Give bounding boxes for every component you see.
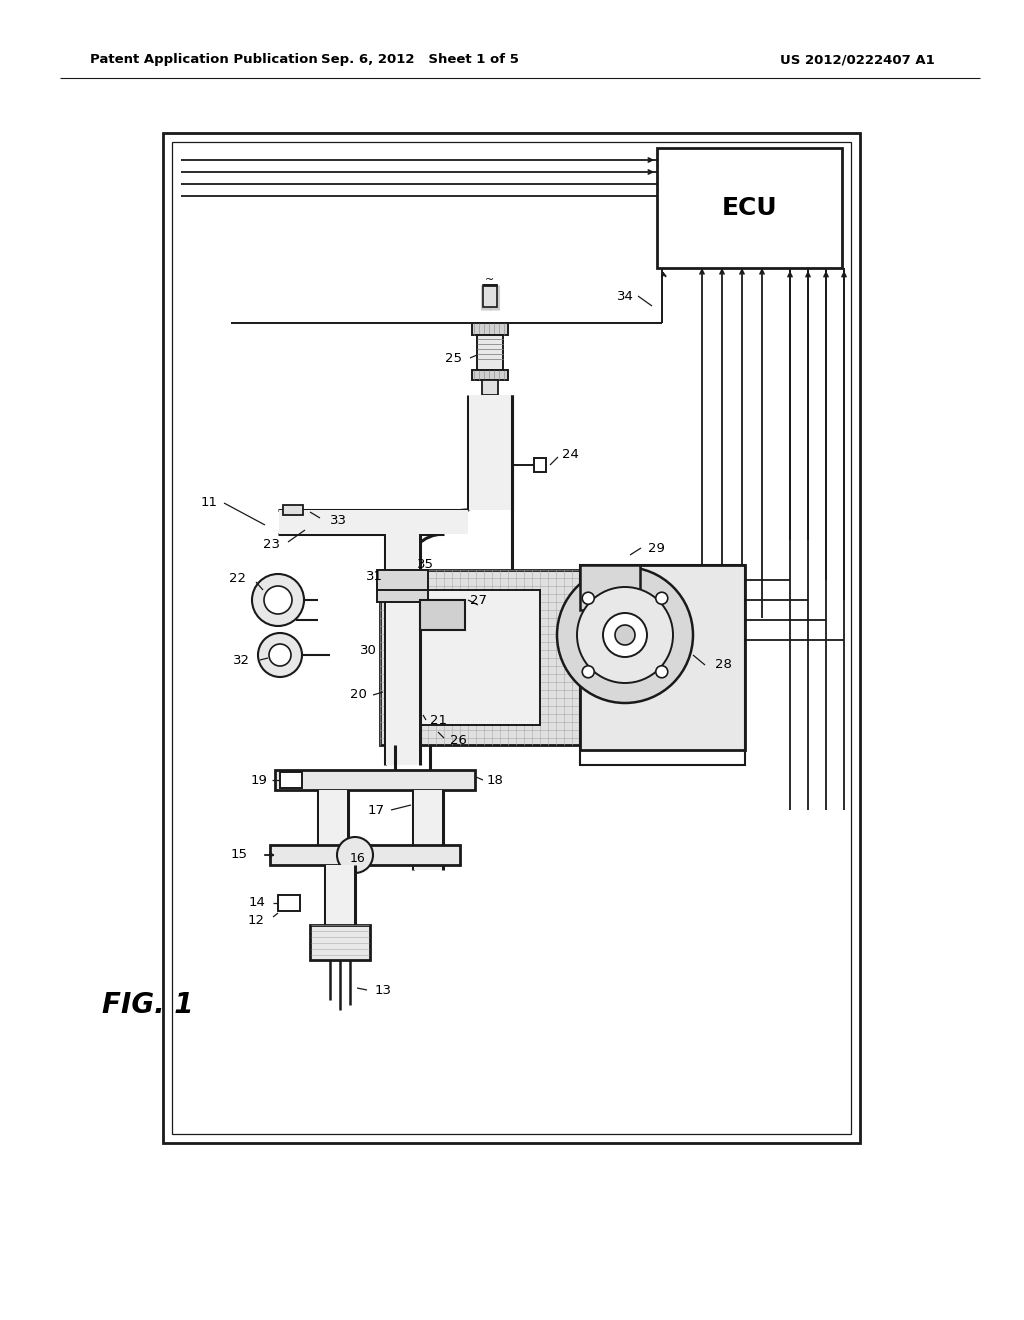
Bar — [400, 590, 540, 725]
Bar — [482, 380, 498, 395]
Text: 23: 23 — [263, 539, 280, 552]
Bar — [472, 323, 508, 335]
Bar — [469, 395, 511, 510]
Text: ~: ~ — [485, 275, 495, 285]
Text: 17: 17 — [368, 804, 385, 817]
Circle shape — [264, 586, 292, 614]
Circle shape — [337, 837, 373, 873]
Bar — [380, 570, 580, 744]
Text: US 2012/0222407 A1: US 2012/0222407 A1 — [780, 54, 935, 66]
Circle shape — [252, 574, 304, 626]
Text: 25: 25 — [445, 351, 462, 364]
Bar — [275, 770, 475, 789]
Bar — [377, 570, 428, 590]
Text: 16: 16 — [350, 853, 366, 866]
Text: Patent Application Publication: Patent Application Publication — [90, 54, 317, 66]
Text: Sep. 6, 2012   Sheet 1 of 5: Sep. 6, 2012 Sheet 1 of 5 — [322, 54, 519, 66]
Text: 18: 18 — [487, 774, 504, 787]
Circle shape — [258, 634, 302, 677]
Bar — [477, 335, 503, 370]
Text: 13: 13 — [375, 983, 392, 997]
Bar — [326, 865, 354, 925]
Bar — [163, 133, 860, 1143]
Text: 12: 12 — [248, 913, 265, 927]
Circle shape — [603, 612, 647, 657]
Text: 26: 26 — [450, 734, 467, 747]
Circle shape — [269, 644, 291, 667]
Bar — [414, 789, 442, 870]
Text: 28: 28 — [715, 659, 732, 672]
Circle shape — [655, 593, 668, 605]
Circle shape — [583, 593, 594, 605]
Text: 29: 29 — [648, 541, 665, 554]
Text: 20: 20 — [350, 689, 367, 701]
Text: 27: 27 — [470, 594, 487, 606]
Text: ECU: ECU — [722, 195, 777, 220]
Bar — [279, 510, 468, 535]
Text: 33: 33 — [330, 513, 347, 527]
Text: 11: 11 — [201, 495, 218, 508]
Bar — [657, 148, 842, 268]
Bar — [280, 772, 302, 788]
Bar — [420, 601, 465, 630]
Bar — [580, 565, 745, 750]
Bar — [278, 895, 300, 911]
Text: 24: 24 — [562, 449, 579, 462]
Bar — [310, 925, 370, 960]
Text: 21: 21 — [430, 714, 447, 726]
Text: 35: 35 — [417, 558, 433, 572]
Circle shape — [583, 665, 594, 677]
Bar — [283, 506, 303, 515]
Bar — [377, 582, 428, 602]
Text: 31: 31 — [366, 570, 383, 583]
Text: 34: 34 — [617, 289, 634, 302]
Bar — [472, 370, 508, 380]
Text: 19: 19 — [250, 774, 267, 787]
Text: 22: 22 — [229, 572, 246, 585]
Text: 15: 15 — [231, 849, 248, 862]
Text: 14: 14 — [248, 896, 265, 909]
Bar — [580, 565, 745, 766]
Bar — [483, 285, 497, 308]
Circle shape — [557, 568, 693, 704]
Text: 32: 32 — [233, 653, 250, 667]
Circle shape — [577, 587, 673, 682]
Circle shape — [615, 624, 635, 645]
Bar — [534, 458, 546, 473]
Text: 30: 30 — [360, 644, 377, 656]
Bar — [172, 143, 851, 1134]
Bar — [580, 565, 640, 610]
Bar — [270, 845, 460, 865]
Circle shape — [655, 665, 668, 677]
Bar — [386, 535, 419, 766]
Text: FIG. 1: FIG. 1 — [102, 991, 194, 1019]
Bar — [319, 789, 347, 845]
